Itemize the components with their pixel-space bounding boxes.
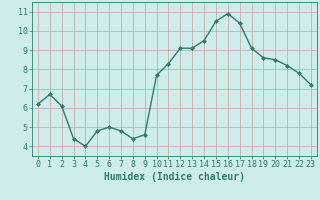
X-axis label: Humidex (Indice chaleur): Humidex (Indice chaleur) — [104, 172, 245, 182]
